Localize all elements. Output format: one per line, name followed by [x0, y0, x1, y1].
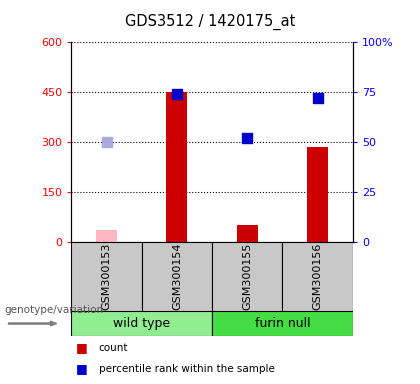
- Text: GSM300155: GSM300155: [242, 243, 252, 310]
- Point: [103, 139, 110, 145]
- Text: furin null: furin null: [255, 317, 310, 330]
- Text: ■: ■: [76, 362, 87, 375]
- Text: genotype/variation: genotype/variation: [4, 305, 103, 315]
- Bar: [166, 92, 187, 242]
- Text: GSM300154: GSM300154: [172, 243, 182, 310]
- Text: count: count: [99, 343, 128, 353]
- Bar: [307, 147, 328, 242]
- Text: GSM300153: GSM300153: [102, 243, 112, 310]
- Bar: [71, 242, 142, 311]
- Bar: [282, 242, 353, 311]
- Text: GSM300156: GSM300156: [312, 243, 323, 310]
- Bar: [71, 311, 212, 336]
- Point: [173, 91, 180, 97]
- Bar: [212, 311, 353, 336]
- Bar: [96, 230, 117, 242]
- Text: percentile rank within the sample: percentile rank within the sample: [99, 364, 275, 374]
- Text: GDS3512 / 1420175_at: GDS3512 / 1420175_at: [125, 13, 295, 30]
- Bar: [142, 242, 212, 311]
- Bar: [237, 225, 258, 242]
- Point: [244, 135, 251, 141]
- Text: ■: ■: [76, 383, 87, 384]
- Bar: [212, 242, 282, 311]
- Point: [314, 95, 321, 101]
- Text: ■: ■: [76, 341, 87, 354]
- Text: wild type: wild type: [113, 317, 171, 330]
